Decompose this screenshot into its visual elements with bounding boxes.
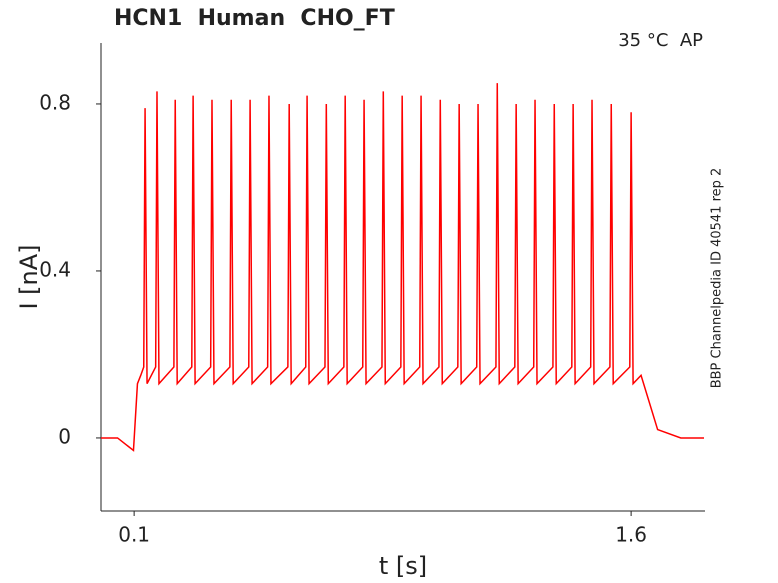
trace	[101, 83, 705, 452]
y-tick-label: 0.8	[39, 90, 71, 114]
x-tick-label: 0.1	[118, 523, 150, 547]
chart-title: HCN1 Human CHO_FT	[114, 6, 395, 31]
annotation: 35 °C AP	[618, 30, 703, 51]
x-axis-label: t [s]	[379, 552, 427, 580]
y-tick-label: 0	[58, 424, 71, 448]
side-note: BBP Channelpedia ID 40541 rep 2	[710, 168, 725, 389]
x-tick-label: 1.6	[615, 523, 647, 547]
y-tick-label: 0.4	[39, 257, 71, 281]
y-axis-label: I [nA]	[15, 244, 43, 309]
